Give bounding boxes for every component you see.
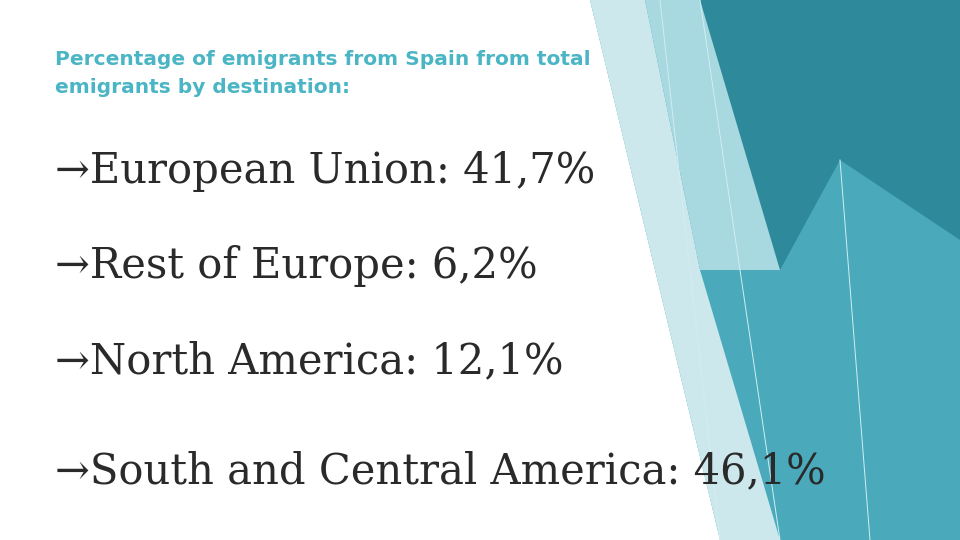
Polygon shape xyxy=(660,0,960,270)
Text: →European Union: 41,7%: →European Union: 41,7% xyxy=(55,150,595,192)
Text: emigrants by destination:: emigrants by destination: xyxy=(55,78,350,97)
Polygon shape xyxy=(590,0,780,540)
Polygon shape xyxy=(700,0,960,540)
Text: →Rest of Europe: 6,2%: →Rest of Europe: 6,2% xyxy=(55,245,538,287)
Polygon shape xyxy=(590,0,870,540)
Text: →North America: 12,1%: →North America: 12,1% xyxy=(55,340,564,382)
Polygon shape xyxy=(780,160,960,540)
Polygon shape xyxy=(720,0,960,540)
Polygon shape xyxy=(645,0,780,270)
Text: Percentage of emigrants from Spain from total: Percentage of emigrants from Spain from … xyxy=(55,50,590,69)
Text: →South and Central America: 46,1%: →South and Central America: 46,1% xyxy=(55,450,826,492)
